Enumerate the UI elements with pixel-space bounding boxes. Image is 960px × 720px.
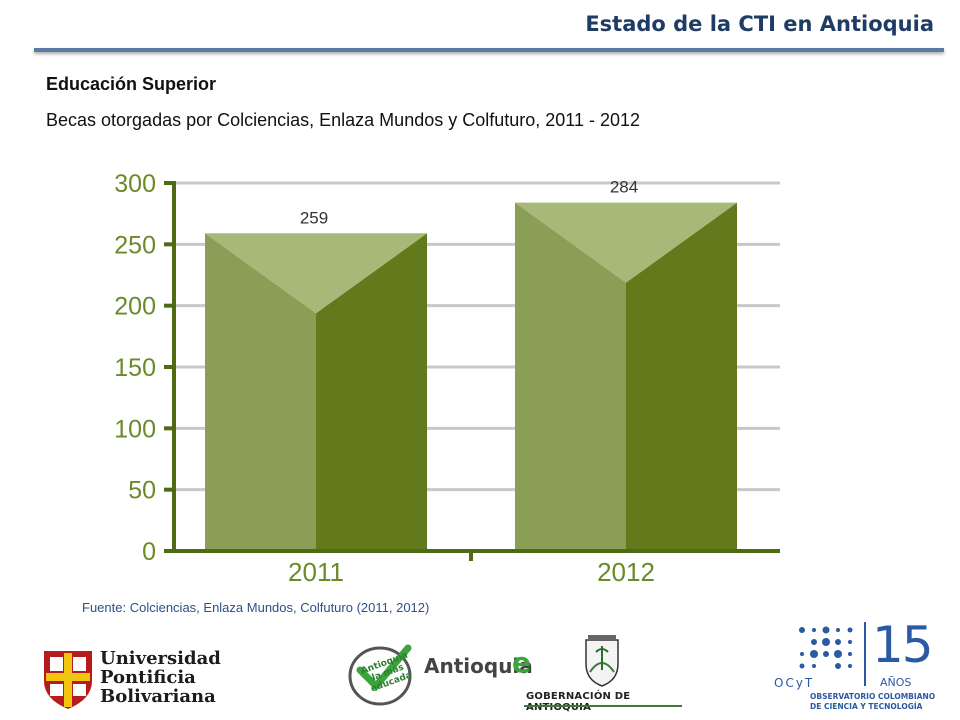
ocyt-subtitle: OBSERVATORIO COLOMBIANO DE CIENCIA Y TEC… (810, 692, 935, 712)
check-stamp-icon (348, 644, 412, 706)
ocyt-logo: 15 AÑOS OCyT OBSERVATORIO COLOMBIANO DE … (774, 616, 958, 716)
upb-line: Pontificia (100, 667, 196, 688)
x-tick-label: 2011 (288, 557, 344, 585)
x-tick-label: 2012 (597, 557, 655, 585)
ocyt-years-label: AÑOS (880, 676, 912, 689)
ocyt-anniversary-number: 15 (872, 616, 934, 674)
antioquia-wordmark: Antioquia (424, 654, 533, 678)
source-note: Fuente: Colciencias, Enlaza Mundos, Colf… (82, 600, 430, 615)
data-label: 284 (610, 178, 638, 197)
upb-line: Bolivariana (100, 686, 216, 707)
upb-logo: Universidad Pontificia Bolivariana (38, 645, 238, 713)
gobernacion-logo: GOBERNACIÓN DE ANTIOQUIA (518, 634, 688, 713)
antioquia-accent-letter: e (512, 646, 531, 679)
y-tick-label: 50 (128, 477, 156, 505)
ocyt-divider (864, 622, 866, 686)
chart-subtitle: Becas otorgadas por Colciencias, Enlaza … (46, 110, 641, 130)
bar-right-face (626, 202, 737, 552)
header-divider (34, 48, 944, 52)
y-tick-label: 200 (114, 293, 156, 321)
y-tick-label: 150 (114, 354, 156, 382)
bar-right-face (316, 233, 427, 551)
gobernacion-underline (524, 705, 682, 707)
page-title: Estado de la CTI en Antioquia (585, 12, 934, 36)
upb-shield-icon (44, 651, 92, 709)
bar-left-face (515, 202, 626, 552)
coat-of-arms-icon (585, 635, 619, 687)
y-tick-label: 0 (142, 538, 156, 566)
ocyt-code: OCyT (774, 676, 815, 690)
section-title: Educación Superior (46, 74, 217, 94)
y-tick-label: 300 (114, 170, 156, 198)
dots-pattern-icon (799, 626, 853, 669)
upb-line: Universidad (100, 648, 221, 669)
ocyt-subtitle-line: DE CIENCIA Y TECNOLOGÍA (810, 702, 923, 711)
upb-wordmark: Universidad Pontificia Bolivariana (100, 649, 221, 706)
y-tick-label: 250 (114, 231, 156, 259)
bar-top-face (515, 202, 737, 283)
bar-chart: 0 50 100 150 200 250 300 259 2011 284 2012 (114, 170, 780, 585)
y-tick-label: 100 (114, 415, 156, 443)
bar-top-face (205, 233, 427, 314)
antioquia-educada-logo: Antioquia la más educada Antioquia e (346, 640, 536, 708)
gobernacion-text: GOBERNACIÓN DE ANTIOQUIA (526, 691, 631, 713)
bar-left-face (205, 233, 316, 551)
data-label: 259 (300, 208, 328, 227)
ocyt-subtitle-line: OBSERVATORIO COLOMBIANO (810, 692, 936, 701)
